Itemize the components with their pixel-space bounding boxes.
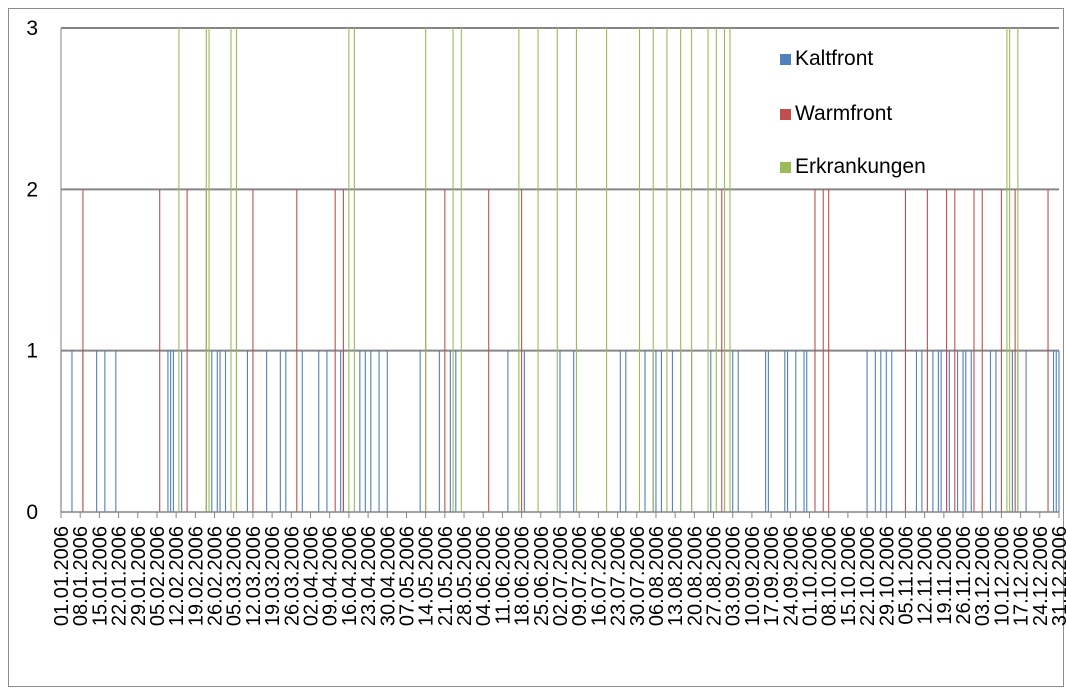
legend: Kaltfront Warmfront Erkrankungen — [780, 44, 980, 194]
y-axis-ticks: 0 1 2 3 — [26, 17, 38, 524]
x-tick-label-10.09.2006: 10.09.2006 — [742, 526, 764, 626]
x-tick-label-19.11.2006: 19.11.2006 — [934, 526, 956, 625]
x-tick-label-30.07.2006: 30.07.2006 — [627, 526, 649, 626]
x-tick-label-13.08.2006: 13.08.2006 — [665, 526, 687, 626]
legend-swatch-kaltfront — [780, 53, 791, 65]
x-tick-label-22.10.2006: 22.10.2006 — [857, 526, 879, 626]
x-tick-label-11.06.2006: 11.06.2006 — [492, 526, 514, 625]
x-tick-label-10.12.2006: 10.12.2006 — [991, 526, 1013, 626]
x-tick-label-08.01.2006: 08.01.2006 — [70, 526, 92, 626]
x-tick-label-04.06.2006: 04.06.2006 — [473, 526, 495, 626]
x-tick-label-15.10.2006: 15.10.2006 — [838, 526, 860, 626]
y-tick-label-0: 0 — [26, 501, 38, 524]
x-axis-ticks: 01.01.200608.01.200615.01.200622.01.2006… — [51, 512, 1066, 626]
x-tick-label-17.09.2006: 17.09.2006 — [761, 526, 783, 626]
x-tick-label-22.01.2006: 22.01.2006 — [109, 526, 131, 626]
x-tick-label-05.11.2006: 05.11.2006 — [895, 526, 917, 625]
x-tick-label-09.07.2006: 09.07.2006 — [569, 526, 591, 626]
x-tick-label-23.07.2006: 23.07.2006 — [608, 526, 630, 626]
x-tick-label-14.05.2006: 14.05.2006 — [416, 526, 438, 626]
x-tick-label-12.02.2006: 12.02.2006 — [166, 526, 188, 626]
chart-frame — [8, 8, 1064, 687]
legend-item-kaltfront: Kaltfront — [780, 44, 873, 74]
x-tick-label-15.01.2006: 15.01.2006 — [89, 526, 111, 626]
x-tick-label-26.02.2006: 26.02.2006 — [205, 526, 227, 626]
x-tick-label-03.09.2006: 03.09.2006 — [723, 526, 745, 626]
x-tick-label-25.06.2006: 25.06.2006 — [531, 526, 553, 626]
x-tick-label-24.09.2006: 24.09.2006 — [780, 526, 802, 626]
x-tick-label-02.04.2006: 02.04.2006 — [301, 526, 323, 626]
x-tick-label-12.03.2006: 12.03.2006 — [243, 526, 265, 626]
x-tick-label-17.12.2006: 17.12.2006 — [1011, 526, 1033, 626]
x-tick-label-01.10.2006: 01.10.2006 — [800, 526, 822, 626]
x-tick-label-12.11.2006: 12.11.2006 — [915, 526, 937, 625]
x-tick-label-29.10.2006: 29.10.2006 — [876, 526, 898, 626]
legend-label-warmfront: Warmfront — [795, 102, 893, 125]
x-tick-label-23.04.2006: 23.04.2006 — [358, 526, 380, 626]
x-tick-label-28.05.2006: 28.05.2006 — [454, 526, 476, 626]
x-tick-label-29.01.2006: 29.01.2006 — [128, 526, 150, 626]
x-tick-label-09.04.2006: 09.04.2006 — [320, 526, 342, 626]
x-tick-label-16.04.2006: 16.04.2006 — [339, 526, 361, 626]
x-tick-label-26.11.2006: 26.11.2006 — [953, 526, 975, 625]
legend-swatch-erkrankungen — [780, 161, 791, 173]
x-tick-label-05.03.2006: 05.03.2006 — [224, 526, 246, 626]
bars — [60, 28, 1060, 512]
x-tick-label-08.10.2006: 08.10.2006 — [819, 526, 841, 626]
x-tick-label-03.12.2006: 03.12.2006 — [972, 526, 994, 626]
legend-label-erkrankungen: Erkrankungen — [795, 155, 926, 178]
x-tick-label-19.03.2006: 19.03.2006 — [262, 526, 284, 626]
x-tick-label-31.12.2006: 31.12.2006 — [1049, 526, 1066, 626]
x-tick-label-21.05.2006: 21.05.2006 — [435, 526, 457, 626]
x-tick-label-01.01.2006: 01.01.2006 — [51, 526, 73, 626]
x-tick-label-30.04.2006: 30.04.2006 — [377, 526, 399, 626]
x-tick-label-24.12.2006: 24.12.2006 — [1030, 526, 1052, 626]
x-tick-label-27.08.2006: 27.08.2006 — [704, 526, 726, 626]
x-tick-label-26.03.2006: 26.03.2006 — [281, 526, 303, 626]
x-tick-label-06.08.2006: 06.08.2006 — [646, 526, 668, 626]
y-tick-label-1: 1 — [26, 340, 38, 363]
x-tick-label-02.07.2006: 02.07.2006 — [550, 526, 572, 626]
y-tick-label-2: 2 — [26, 178, 38, 201]
legend-item-erkrankungen: Erkrankungen — [780, 152, 926, 182]
x-tick-label-16.07.2006: 16.07.2006 — [588, 526, 610, 626]
legend-swatch-warmfront — [780, 108, 791, 120]
legend-label-kaltfront: Kaltfront — [795, 47, 874, 70]
x-tick-label-20.08.2006: 20.08.2006 — [684, 526, 706, 626]
legend-item-warmfront: Warmfront — [780, 99, 892, 129]
x-tick-label-19.02.2006: 19.02.2006 — [185, 526, 207, 626]
x-tick-label-07.05.2006: 07.05.2006 — [396, 526, 418, 626]
x-tick-label-18.06.2006: 18.06.2006 — [512, 526, 534, 626]
y-tick-label-3: 3 — [26, 17, 38, 40]
x-tick-label-05.02.2006: 05.02.2006 — [147, 526, 169, 626]
